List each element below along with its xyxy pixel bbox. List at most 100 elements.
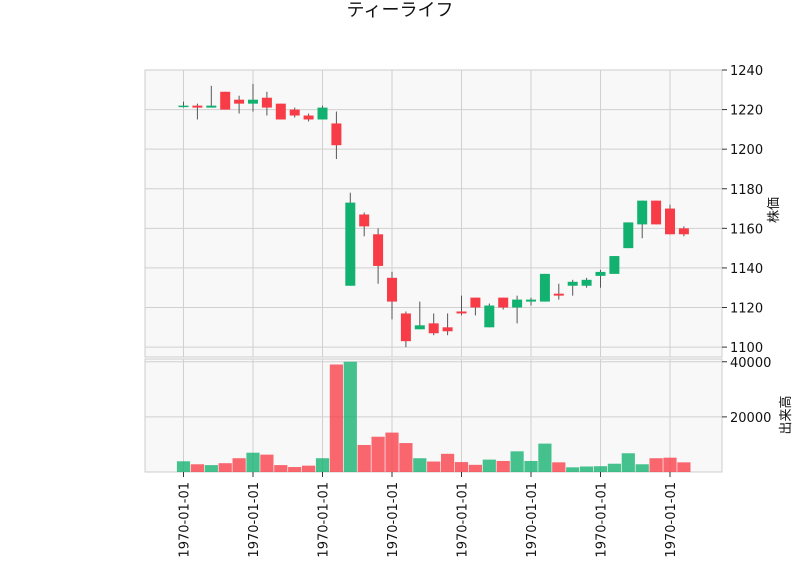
volume-bar	[288, 467, 302, 472]
price-tick-label: 1180	[730, 183, 763, 198]
candle-body	[220, 91, 231, 110]
candle-body	[234, 99, 245, 104]
candle-body	[373, 234, 384, 266]
volume-bar	[218, 463, 232, 472]
volume-bar	[329, 364, 343, 472]
candle-body	[317, 107, 328, 120]
volume-bar	[621, 453, 635, 472]
volume-bar	[274, 465, 288, 472]
price-panel: 1100 1120 1140 1160 1180 1200 1220 1240 株価	[144, 64, 782, 358]
candle-body	[359, 214, 370, 227]
volume-bar	[260, 454, 274, 472]
candle-body	[470, 297, 481, 308]
candle-body	[623, 222, 634, 249]
candle-body	[206, 105, 217, 108]
volume-bar	[496, 460, 510, 472]
volume-y-axis: 20000 40000	[722, 356, 771, 426]
volume-bar	[427, 461, 441, 472]
candle-body	[456, 311, 467, 314]
volume-bar	[510, 451, 524, 472]
candle-body	[414, 325, 425, 330]
x-tick-label: 1970-01-01	[247, 482, 262, 558]
volume-bar	[593, 466, 608, 472]
candle-body	[192, 105, 203, 108]
candle-body	[526, 299, 536, 302]
price-grid	[144, 69, 723, 358]
candle-body	[512, 299, 523, 308]
volume-panel: 20000 40000 出来高	[144, 356, 794, 473]
x-tick-label: 1970-01-01	[664, 482, 679, 558]
volume-bar	[232, 458, 246, 472]
candle-body	[275, 103, 286, 120]
volume-bar	[566, 467, 580, 472]
candle-body	[400, 313, 411, 342]
candle-body	[331, 123, 342, 146]
x-tick-label: 1970-01-01	[595, 482, 610, 558]
candle-body	[678, 228, 689, 235]
volume-bar	[677, 462, 691, 472]
price-candles	[178, 83, 689, 348]
candle-body	[637, 200, 648, 225]
candle-body	[345, 202, 356, 286]
candle-body	[595, 271, 606, 276]
price-tick-label: 1100	[730, 341, 763, 356]
volume-bar	[399, 443, 413, 472]
volume-bar	[357, 444, 371, 472]
chart-title: ティーライフ	[347, 0, 454, 21]
price-panel-background	[145, 70, 722, 357]
volume-tick-label: 40000	[730, 356, 771, 371]
candle-body	[553, 293, 564, 296]
volume-bar	[190, 464, 204, 472]
volume-bar	[343, 361, 357, 472]
volume-panel-background	[145, 359, 722, 472]
price-tick-label: 1200	[730, 143, 763, 158]
candle-body	[665, 208, 675, 235]
volume-tick-label: 20000	[730, 411, 771, 426]
volume-bar	[454, 462, 469, 472]
volume-bars	[176, 361, 691, 472]
candle-body	[387, 277, 397, 302]
price-y-axis: 1100 1120 1140 1160 1180 1200 1220 1240	[722, 64, 763, 356]
candle-body	[428, 323, 439, 334]
price-tick-label: 1220	[730, 104, 763, 119]
price-axis-label: 株価	[767, 197, 782, 223]
x-tick-label: 1970-01-01	[317, 482, 332, 558]
candle-body	[484, 305, 495, 328]
price-tick-label: 1160	[730, 222, 763, 237]
candle-body	[178, 105, 189, 108]
candle-body	[261, 97, 272, 108]
x-tick-label: 1970-01-01	[525, 482, 540, 558]
price-tick-label: 1140	[730, 262, 763, 277]
candle-body	[289, 109, 300, 116]
volume-bar	[413, 458, 427, 472]
volume-bar	[315, 458, 330, 472]
candle-body	[581, 279, 592, 286]
volume-bar	[385, 432, 399, 472]
volume-bar	[371, 436, 385, 472]
volume-bar	[635, 464, 649, 472]
candle-body	[609, 256, 620, 274]
candle-body	[442, 327, 453, 332]
volume-bar	[302, 465, 316, 472]
price-tick-label: 1120	[730, 302, 763, 317]
price-tick-label: 1240	[730, 64, 763, 79]
volume-bar	[663, 457, 677, 472]
x-axis: 1970-01-01 1970-01-01 1970-01-01 1970-01-01…	[178, 472, 679, 558]
candle-body	[303, 115, 314, 120]
candle-body	[567, 281, 578, 286]
candle-body	[539, 273, 550, 302]
volume-bar	[246, 452, 260, 472]
volume-bar	[538, 443, 552, 472]
x-tick-label: 1970-01-01	[178, 482, 193, 558]
x-tick-label: 1970-01-01	[386, 482, 401, 558]
volume-bar	[176, 461, 191, 472]
volume-bar	[607, 463, 621, 472]
volume-bar	[524, 460, 538, 472]
volume-bar	[482, 459, 496, 472]
volume-axis-label: 出来高	[778, 395, 794, 434]
candle-body	[651, 200, 662, 225]
volume-bar	[441, 453, 455, 472]
volume-bar	[204, 465, 218, 472]
price-panel-frame	[144, 69, 723, 358]
